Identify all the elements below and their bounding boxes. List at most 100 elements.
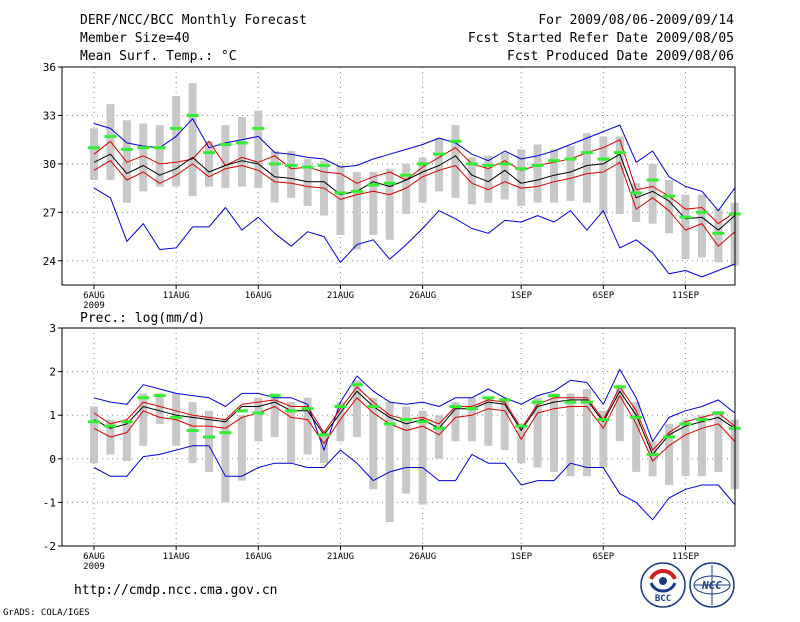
grads-credit: GrADS: COLA/IGES — [3, 608, 90, 618]
spread-box-day-7 — [188, 83, 197, 197]
spread-box-day-34 — [632, 183, 641, 223]
marker-day-20 — [400, 173, 413, 177]
spread-box-day-5 — [155, 125, 164, 187]
spread-box-day-13 — [287, 402, 296, 464]
x-tick-label: 6AUG — [83, 552, 105, 562]
marker-day-18 — [367, 183, 380, 187]
marker-day-21 — [416, 420, 429, 424]
marker-day-7 — [186, 113, 199, 117]
spread-box-day-16 — [336, 402, 345, 442]
x-tick-label: 11SEP — [672, 552, 700, 562]
x-tick-label: 6SEP — [592, 291, 614, 301]
marker-day-22 — [433, 426, 446, 430]
spread-box-day-20 — [402, 163, 411, 214]
marker-day-17 — [350, 383, 363, 387]
spread-box-day-6 — [172, 96, 181, 187]
x-year-label: 2009 — [83, 301, 105, 311]
marker-day-37 — [679, 215, 692, 219]
marker-day-11 — [252, 411, 265, 415]
marker-day-36 — [663, 194, 676, 198]
marker-day-25 — [482, 164, 495, 168]
x-tick-label: 26AUG — [409, 291, 436, 301]
marker-day-3 — [120, 420, 133, 424]
series-line-mean — [93, 390, 736, 455]
marker-day-33 — [613, 385, 626, 389]
spread-box-day-38 — [697, 194, 706, 258]
marker-day-18 — [367, 404, 380, 408]
y-tick-label: -1 — [43, 496, 56, 509]
y-tick-label: 24 — [43, 255, 57, 268]
figure-title: DERF/NCC/BCC Monthly Forecast — [80, 13, 307, 28]
temperature-panel: 24 27 30 33 36 6AUG 11AUG 16AUG 21AUG 26AUG 1SEP 6S… — [43, 61, 741, 311]
marker-day-6 — [170, 415, 183, 419]
spread-box-day-25 — [484, 397, 493, 446]
marker-day-5 — [153, 394, 166, 398]
spread-box-day-15 — [320, 432, 329, 464]
y-tick-label: -2 — [43, 540, 56, 553]
marker-day-2 — [104, 424, 117, 428]
spread-box-day-33 — [615, 384, 624, 442]
series-line-max — [93, 368, 736, 451]
y-tick-label: 36 — [43, 61, 56, 74]
marker-day-22 — [433, 152, 446, 156]
marker-day-9 — [219, 143, 232, 147]
spread-box-day-30 — [566, 146, 575, 202]
marker-day-13 — [285, 409, 298, 413]
spread-box-day-20 — [402, 406, 411, 494]
spread-box-day-39 — [714, 209, 723, 263]
spread-box-day-5 — [155, 393, 164, 424]
spread-box-day-18 — [369, 171, 378, 235]
marker-day-14 — [301, 407, 314, 411]
marker-day-32 — [597, 418, 610, 422]
spread-box-day-18 — [369, 397, 378, 490]
marker-day-15 — [318, 164, 331, 168]
x-tick-label: 11SEP — [672, 291, 700, 301]
marker-day-23 — [449, 139, 462, 143]
spread-box-day-4 — [139, 393, 148, 446]
marker-day-19 — [383, 422, 396, 426]
marker-day-20 — [400, 418, 413, 422]
variable-label: Mean Surf. Temp.: °C — [80, 49, 237, 64]
marker-day-4 — [137, 396, 150, 400]
marker-day-30 — [564, 400, 577, 404]
spread-box-day-10 — [237, 117, 246, 187]
marker-day-7 — [186, 428, 199, 432]
x-tick-label: 16AUG — [245, 291, 272, 301]
spread-box-day-30 — [566, 393, 575, 477]
spread-box-day-13 — [287, 150, 296, 198]
spread-box-day-14 — [303, 397, 312, 455]
spread-box-day-23 — [451, 125, 460, 198]
y-tick-label: 1 — [49, 409, 56, 422]
spread-box-day-11 — [254, 397, 263, 442]
marker-day-27 — [515, 424, 528, 428]
member-size-label: Member Size=40 — [80, 31, 190, 46]
spread-box-day-12 — [270, 393, 279, 437]
spread-box-day-28 — [533, 397, 542, 468]
spread-box-day-24 — [467, 397, 476, 442]
spread-box-day-7 — [188, 402, 197, 464]
marker-day-16 — [334, 404, 347, 408]
marker-day-8 — [203, 435, 216, 439]
precip-variable-label: Prec.: log(mm/d) — [80, 311, 205, 326]
spread-box-day-31 — [582, 389, 591, 477]
marker-day-31 — [580, 400, 593, 404]
marker-day-32 — [597, 157, 610, 161]
marker-day-1 — [88, 146, 100, 150]
marker-day-29 — [548, 394, 561, 398]
y-tick-label: 30 — [43, 158, 56, 171]
marker-day-12 — [268, 394, 281, 398]
x-tick-label: 21AUG — [327, 552, 354, 562]
spread-box-day-11 — [254, 110, 263, 189]
marker-day-10 — [235, 141, 248, 145]
spread-box-day-28 — [533, 144, 542, 203]
y-tick-label: 2 — [49, 366, 56, 379]
series-line-max — [93, 118, 736, 212]
marker-day-28 — [531, 164, 544, 168]
x-tick-label: 21AUG — [327, 291, 354, 301]
precipitation-panel: -2 -1 0 1 2 3 6AUG 11AUG 16AUG 21AUG 26AUG 1SEP 6SEP… — [43, 322, 741, 572]
marker-day-36 — [663, 435, 676, 439]
spread-box-day-14 — [303, 159, 312, 206]
bcc-logo: BCC — [640, 562, 686, 608]
marker-day-24 — [465, 162, 478, 166]
